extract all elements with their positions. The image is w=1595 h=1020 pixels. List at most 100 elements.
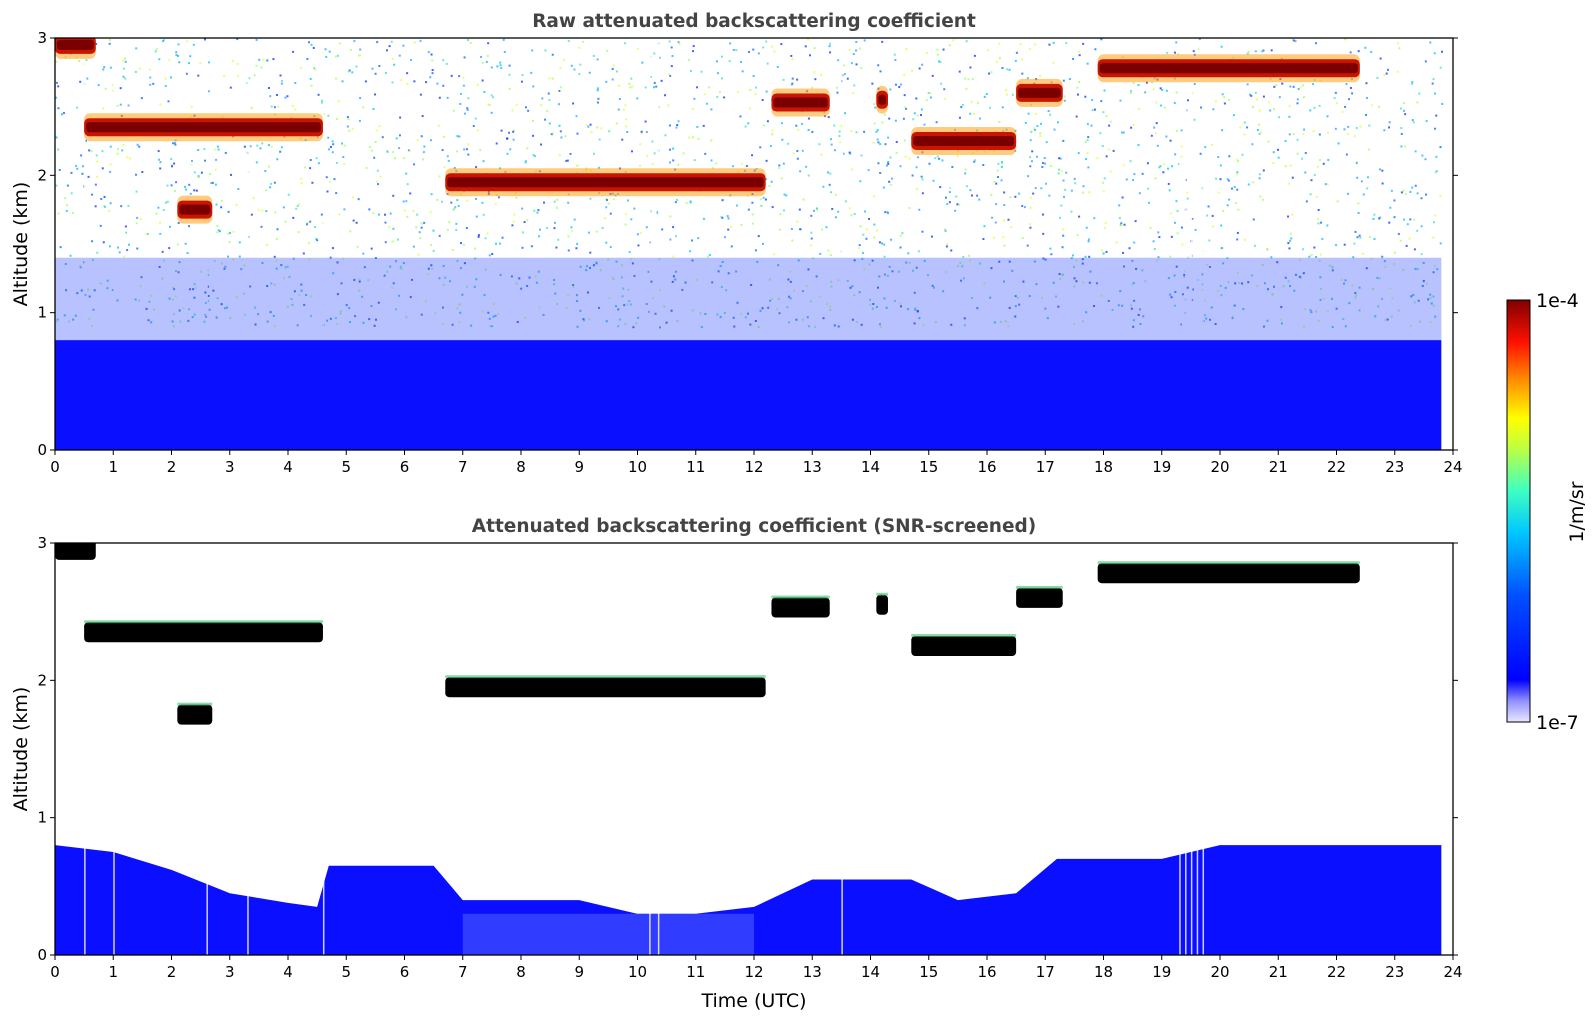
noise-speckle (1029, 206, 1032, 209)
noise-speckle (612, 64, 615, 67)
noise-speckle (996, 169, 999, 172)
noise-speckle (1197, 47, 1200, 50)
noise-speckle (463, 262, 466, 265)
noise-speckle (1001, 161, 1004, 164)
noise-speckle (274, 211, 277, 214)
noise-speckle (1261, 263, 1264, 266)
noise-speckle (1002, 280, 1005, 283)
noise-speckle (582, 318, 585, 321)
y-tick-label: 3 (37, 534, 47, 552)
noise-speckle (727, 272, 730, 275)
noise-speckle (1412, 293, 1415, 296)
noise-speckle (446, 229, 449, 232)
noise-speckle (1441, 102, 1444, 105)
noise-speckle (406, 215, 409, 218)
noise-speckle (526, 284, 529, 287)
noise-speckle (253, 74, 256, 77)
noise-speckle (609, 246, 612, 249)
x-tick-label: 17 (1036, 963, 1055, 981)
noise-speckle (550, 133, 553, 136)
noise-speckle (1263, 282, 1266, 285)
noise-speckle (1412, 121, 1415, 124)
noise-speckle (1241, 282, 1244, 285)
noise-speckle (101, 167, 104, 170)
noise-speckle (447, 159, 450, 162)
noise-speckle (785, 194, 788, 197)
noise-speckle (770, 180, 773, 183)
noise-speckle (1441, 50, 1444, 53)
noise-speckle (436, 82, 439, 85)
noise-speckle (280, 146, 283, 149)
noise-speckle (961, 103, 964, 106)
noise-speckle (1289, 164, 1292, 167)
noise-speckle (1003, 203, 1006, 206)
noise-speckle (1293, 289, 1296, 292)
noise-speckle (1084, 255, 1087, 258)
noise-speckle (556, 198, 559, 201)
noise-speckle (1093, 108, 1096, 111)
noise-speckle (430, 243, 433, 246)
noise-speckle (96, 160, 99, 163)
noise-speckle (931, 284, 934, 287)
noise-speckle (136, 247, 139, 250)
noise-speckle (1266, 248, 1269, 251)
noise-speckle (171, 298, 174, 301)
noise-speckle (1310, 179, 1313, 182)
x-axis-ticks: 0 1 2 3 4 5 6 7 8 9 10 11 12 13 14 15 16 17 18 19 20 21 22 23 24 (50, 955, 1463, 981)
noise-speckle (1035, 283, 1038, 286)
noise-speckle (749, 107, 752, 110)
noise-speckle (512, 138, 515, 141)
noise-speckle (696, 86, 699, 89)
noise-speckle (1030, 130, 1033, 133)
x-tick-label: 13 (803, 458, 822, 476)
noise-speckle (309, 295, 312, 298)
noise-speckle (936, 48, 939, 51)
x-tick-label: 18 (1094, 963, 1113, 981)
noise-speckle (99, 224, 102, 227)
noise-speckle (492, 315, 495, 318)
noise-speckle (791, 239, 794, 242)
noise-speckle (567, 39, 570, 42)
noise-speckle (598, 306, 601, 309)
noise-speckle (250, 107, 253, 110)
noise-speckle (352, 219, 355, 222)
noise-speckle (107, 209, 110, 212)
noise-speckle (737, 90, 740, 93)
noise-speckle (458, 321, 461, 324)
noise-speckle (1145, 81, 1148, 84)
noise-speckle (420, 135, 423, 138)
noise-speckle (908, 157, 911, 160)
noise-speckle (159, 232, 162, 235)
noise-speckle (959, 261, 962, 264)
noise-speckle (1088, 281, 1091, 284)
noise-speckle (376, 183, 379, 186)
noise-speckle (786, 306, 789, 309)
noise-speckle (386, 270, 389, 273)
noise-speckle (1087, 136, 1090, 139)
noise-speckle (747, 50, 750, 53)
noise-speckle (1342, 318, 1345, 321)
noise-speckle (606, 199, 609, 202)
noise-speckle (494, 314, 497, 317)
noise-speckle (691, 108, 694, 111)
missing-profile (1196, 543, 1199, 955)
noise-speckle (1422, 261, 1425, 264)
noise-speckle (359, 54, 362, 57)
x-tick-label: 15 (919, 458, 938, 476)
noise-speckle (444, 276, 447, 279)
y-axis-label: Altitude (km) (10, 182, 32, 307)
noise-speckle (799, 170, 802, 173)
noise-speckle (853, 84, 856, 87)
noise-speckle (155, 212, 158, 215)
noise-speckle (475, 278, 478, 281)
noise-speckle (376, 41, 379, 44)
noise-speckle (388, 226, 391, 229)
noise-speckle (394, 260, 397, 263)
noise-speckle (969, 259, 972, 262)
noise-speckle (538, 306, 541, 309)
x-tick-label: 12 (744, 963, 763, 981)
noise-speckle (871, 259, 874, 262)
noise-speckle (689, 250, 692, 253)
noise-speckle (111, 289, 114, 292)
noise-speckle (597, 166, 600, 169)
